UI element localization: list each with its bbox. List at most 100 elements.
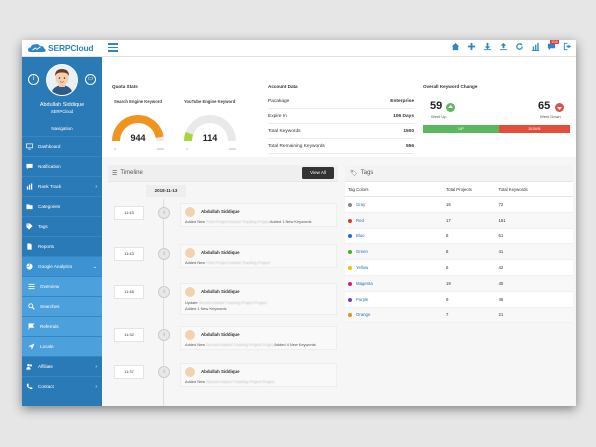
- refresh-icon[interactable]: [515, 42, 524, 51]
- nav-item-label: Reports: [38, 244, 55, 249]
- table-row[interactable]: Magenta 19 40: [345, 275, 573, 292]
- tag-color-dot: [348, 265, 352, 270]
- nav-subitem-overview[interactable]: Overview: [22, 276, 102, 296]
- arrow-up-icon: [446, 103, 455, 112]
- total-keywords-cell: 21: [495, 307, 573, 324]
- account-row-label: Expire In: [268, 113, 287, 119]
- nav-item-dashboard[interactable]: Dashboard: [22, 136, 102, 156]
- folder-icon: [26, 203, 33, 210]
- nav-item-rank-track[interactable]: Rank Track ›: [22, 176, 102, 196]
- account-row-value: Enterprise: [390, 98, 414, 104]
- timeline-entry[interactable]: Abdullah Siddique Added New Third Projec…: [180, 203, 337, 227]
- table-row[interactable]: Gray 16 72: [345, 196, 573, 213]
- file-icon: [26, 243, 33, 250]
- main-content: Quota Stats Search Engine Keyword 944 0 …: [102, 57, 576, 406]
- tag-name[interactable]: Orange: [356, 312, 371, 318]
- download-icon[interactable]: [483, 42, 492, 51]
- info-icon: i: [158, 286, 170, 298]
- timeline-panel: ☰ Timeline View All 2018-11-13 11:43 i A…: [108, 165, 338, 406]
- account-title: Account Data: [268, 84, 298, 89]
- location-icon: [28, 343, 35, 350]
- tags-title: Tags: [360, 170, 374, 176]
- add-icon[interactable]: [467, 42, 476, 51]
- logout-icon[interactable]: [563, 42, 572, 51]
- nav-subitem-searches[interactable]: Searches: [22, 296, 102, 316]
- chart-icon[interactable]: [531, 42, 540, 51]
- notification-badge: 104: [550, 40, 559, 44]
- entry-user-name: Abdullah Siddique: [201, 369, 240, 374]
- tag-name[interactable]: Purple: [356, 296, 369, 302]
- nav-item-google-analytics[interactable]: Google Analytics ⌄: [22, 256, 102, 276]
- account-row-label: Total Keywords: [268, 128, 301, 134]
- cloud-logo-icon: [28, 43, 46, 53]
- account-row: Expire In 106 Days: [268, 109, 414, 124]
- tag-color-cell: Gray: [345, 196, 444, 213]
- tag-name[interactable]: Gray: [356, 201, 366, 207]
- avatar[interactable]: [46, 64, 78, 96]
- avatar: [185, 248, 195, 258]
- menu-toggle-icon[interactable]: [108, 43, 118, 52]
- nav-item-notification[interactable]: Notification: [22, 156, 102, 176]
- chat-icon: [26, 163, 33, 170]
- info-icon[interactable]: i: [28, 74, 39, 85]
- flag-icon: [28, 323, 35, 330]
- nav-item-reports[interactable]: Reports: [22, 236, 102, 256]
- total-keywords-cell: 61: [495, 228, 573, 245]
- tag-name[interactable]: Magenta: [356, 280, 373, 286]
- nav-item-label: Dashboard: [38, 144, 61, 149]
- entry-text: Added New Second Instant Tracking Projec…: [185, 379, 275, 384]
- column-header: Tag Colors: [345, 182, 444, 197]
- timeline-entry[interactable]: Abdullah Siddique Added New Third Projec…: [180, 244, 337, 268]
- tag-icon: 🏷: [350, 170, 358, 177]
- tag-name[interactable]: Blue: [356, 233, 365, 239]
- entry-user-name: Abdullah Siddique: [201, 209, 240, 214]
- youtube-gauge-label: YouTube Engine Keyword: [184, 99, 236, 104]
- profile-name: Abdullah Siddique: [39, 102, 85, 108]
- total-keywords-cell: 41: [495, 243, 573, 261]
- tag-color-dot: [348, 234, 352, 239]
- nav-item-categories[interactable]: Categories: [22, 196, 102, 216]
- profile-card: i ▭ Abdullah Siddique SERPCloud: [22, 57, 102, 128]
- table-row[interactable]: Purple 9 46: [345, 291, 573, 308]
- app-logo[interactable]: SERPCloud: [28, 42, 94, 54]
- chevron-right-icon: ›: [95, 383, 97, 390]
- total-keywords-cell: 72: [495, 196, 573, 213]
- youtube-gauge: [184, 115, 236, 142]
- nav-item-contact[interactable]: Contact ›: [22, 376, 102, 396]
- tag-color-dot: [348, 297, 352, 302]
- nav-item-tags[interactable]: Tags: [22, 216, 102, 236]
- tag-name[interactable]: Red: [356, 217, 364, 223]
- chevron-right-icon: ›: [95, 183, 97, 190]
- view-all-button[interactable]: View All: [302, 167, 334, 179]
- tag-name[interactable]: Green: [356, 249, 368, 255]
- chevron-down-icon: ⌄: [92, 263, 97, 270]
- nav-item-label: Rank Track: [38, 184, 62, 189]
- timeline-time: 11:37: [114, 365, 144, 379]
- entry-user-name: Abdullah Siddique: [201, 289, 240, 294]
- info-icon: i: [158, 248, 170, 260]
- nav-subitem-locale[interactable]: Locale: [22, 336, 102, 356]
- table-row[interactable]: Yellow 6 42: [345, 259, 573, 276]
- timeline-title: Timeline: [120, 170, 143, 176]
- timeline-entry[interactable]: Abdullah Siddique Added New Second Insta…: [180, 326, 337, 350]
- tag-name[interactable]: Yellow: [356, 265, 369, 271]
- nav-item-label: Overview: [40, 284, 60, 289]
- message-icon[interactable]: ▭: [85, 74, 96, 85]
- home-icon[interactable]: [451, 42, 460, 51]
- sidebar: i ▭ Abdullah Siddique SERPCloud Navigati…: [22, 57, 102, 406]
- nav-item-affiliate[interactable]: Affiliate ›: [22, 356, 102, 376]
- table-row[interactable]: Blue 8 61: [345, 228, 573, 245]
- account-row-value: 106 Days: [393, 113, 414, 119]
- timeline-entry[interactable]: Abdullah Siddique Added New Second Insta…: [180, 363, 337, 387]
- notifications-icon[interactable]: 104: [547, 40, 559, 51]
- timeline-entry[interactable]: Abdullah Siddique Update Second Instant …: [180, 283, 337, 315]
- table-row[interactable]: Red 17 161: [345, 212, 573, 229]
- upload-icon[interactable]: [499, 42, 508, 51]
- nav-item-label: Google Analytics: [38, 264, 73, 269]
- gauge-max: 1000: [229, 147, 236, 151]
- table-row[interactable]: Green 8 41: [345, 243, 573, 261]
- total-projects-cell: 8: [443, 243, 496, 261]
- table-row[interactable]: Orange 7 21: [345, 307, 573, 324]
- nav-subitem-referrals[interactable]: Referrals: [22, 316, 102, 336]
- tag-color-cell: Magenta: [345, 275, 444, 292]
